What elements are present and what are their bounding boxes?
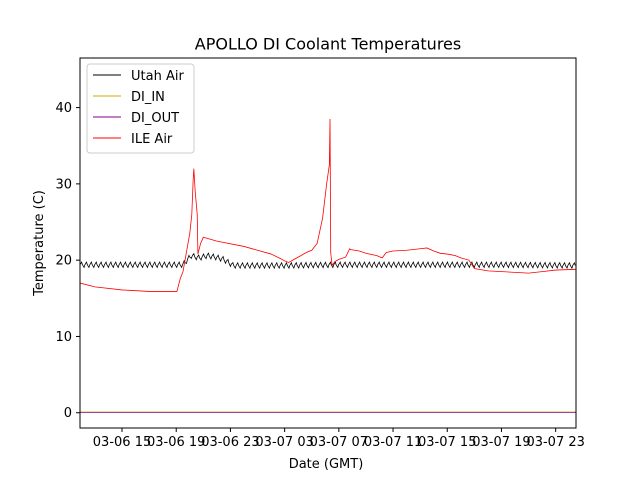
- y-tick-label: 20: [55, 254, 72, 269]
- plot-area-frame: [79, 57, 577, 429]
- x-tick-label: 03-07 07: [310, 435, 368, 450]
- x-tick-label: 03-07 11: [364, 435, 422, 450]
- legend-label: DI_OUT: [131, 111, 179, 126]
- y-tick-label: 30: [55, 177, 72, 192]
- x-axis-label: Date (GMT): [289, 457, 364, 472]
- series-line-utah-air: [80, 252, 576, 270]
- x-tick-label: 03-06 19: [147, 435, 205, 450]
- series-line-ile-air: [80, 119, 576, 292]
- x-tick-label: 03-07 23: [526, 435, 584, 450]
- x-tick-label: 03-07 15: [418, 435, 476, 450]
- y-axis-label: Temperature (C): [32, 190, 47, 297]
- series-layer: [80, 119, 576, 413]
- legend-entries: Utah Air DI_IN DI_OUT ILE Air: [93, 69, 184, 147]
- legend: Utah Air DI_IN DI_OUT ILE Air: [86, 63, 195, 154]
- x-tick-label: 03-06 15: [93, 435, 151, 450]
- legend-label: DI_IN: [131, 90, 165, 105]
- y-tick-label: 40: [55, 101, 72, 116]
- y-tick-label: 10: [55, 330, 72, 345]
- y-tick-label: 0: [64, 406, 72, 421]
- legend-box: [86, 63, 195, 154]
- x-tick-label: 03-06 23: [201, 435, 259, 450]
- y-axis: 0 10 20 30 40: [55, 101, 80, 421]
- chart-title: APOLLO DI Coolant Temperatures: [195, 35, 461, 54]
- legend-label: Utah Air: [131, 69, 184, 84]
- x-tick-label: 03-07 03: [255, 435, 313, 450]
- legend-label: ILE Air: [131, 132, 173, 147]
- x-tick-label: 03-07 19: [472, 435, 530, 450]
